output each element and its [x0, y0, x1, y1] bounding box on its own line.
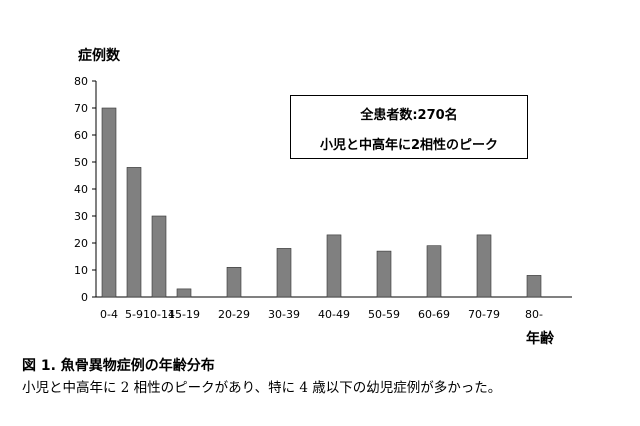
bar-80- [526, 275, 542, 298]
y-tick-label: 0 [81, 291, 88, 304]
y-tick-label: 50 [74, 156, 88, 169]
bar-chart: 症例数 年齢 0 10 20 30 40 50 60 70 80 0-4 5-9 10-1415-1… [74, 47, 572, 347]
bar-40-49 [326, 234, 342, 298]
x-tick-label: 70-79 [468, 308, 500, 321]
bar-50-59 [376, 250, 392, 298]
peak-description-text: 小児と中高年に2相性のピーク [319, 138, 499, 153]
bar-60-69 [426, 245, 442, 298]
y-tick-label: 70 [74, 102, 88, 115]
x-tick-label: 50-59 [368, 308, 400, 321]
x-tick-label: 10-14 [143, 308, 175, 321]
y-axis-title: 症例数 [78, 47, 121, 64]
y-tick-label: 80 [74, 75, 88, 88]
x-tick-label: 5-9 [125, 308, 143, 321]
x-tick-label: 20-29 [218, 308, 250, 321]
x-axis-title: 年齢 [526, 330, 555, 347]
bar-70-79 [476, 234, 492, 298]
x-tick-label: 80- [525, 308, 543, 321]
figure-caption-title: 図 1. 魚骨異物症例の年齢分布 [22, 358, 215, 374]
bar-0-4 [101, 107, 117, 298]
total-patients-text: 全患者数:270名 [360, 108, 458, 123]
summary-annotation-box: 全患者数:270名 小児と中高年に2相性のピーク [290, 95, 528, 159]
y-tick-label: 30 [74, 210, 88, 223]
bar-30-39 [276, 248, 292, 298]
bar-5-9 [126, 167, 142, 298]
x-tick-label: 60-69 [418, 308, 450, 321]
y-tick-label: 20 [74, 237, 88, 250]
figure-caption-text: 小児と中高年に 2 相性のピークがあり、特に 4 歳以下の幼児症例が多かった。 [22, 380, 502, 396]
bar-15-19 [176, 288, 192, 298]
y-tick-label: 40 [74, 183, 88, 196]
x-tick-label: 30-39 [268, 308, 300, 321]
x-tick-label: 0-4 [100, 308, 118, 321]
y-tick-label: 60 [74, 129, 88, 142]
bar-10-14 [151, 215, 167, 298]
y-tick-label: 10 [74, 264, 88, 277]
x-tick-label: 40-49 [318, 308, 350, 321]
x-tick-label: 15-19 [168, 308, 200, 321]
bar-20-29 [226, 266, 242, 298]
